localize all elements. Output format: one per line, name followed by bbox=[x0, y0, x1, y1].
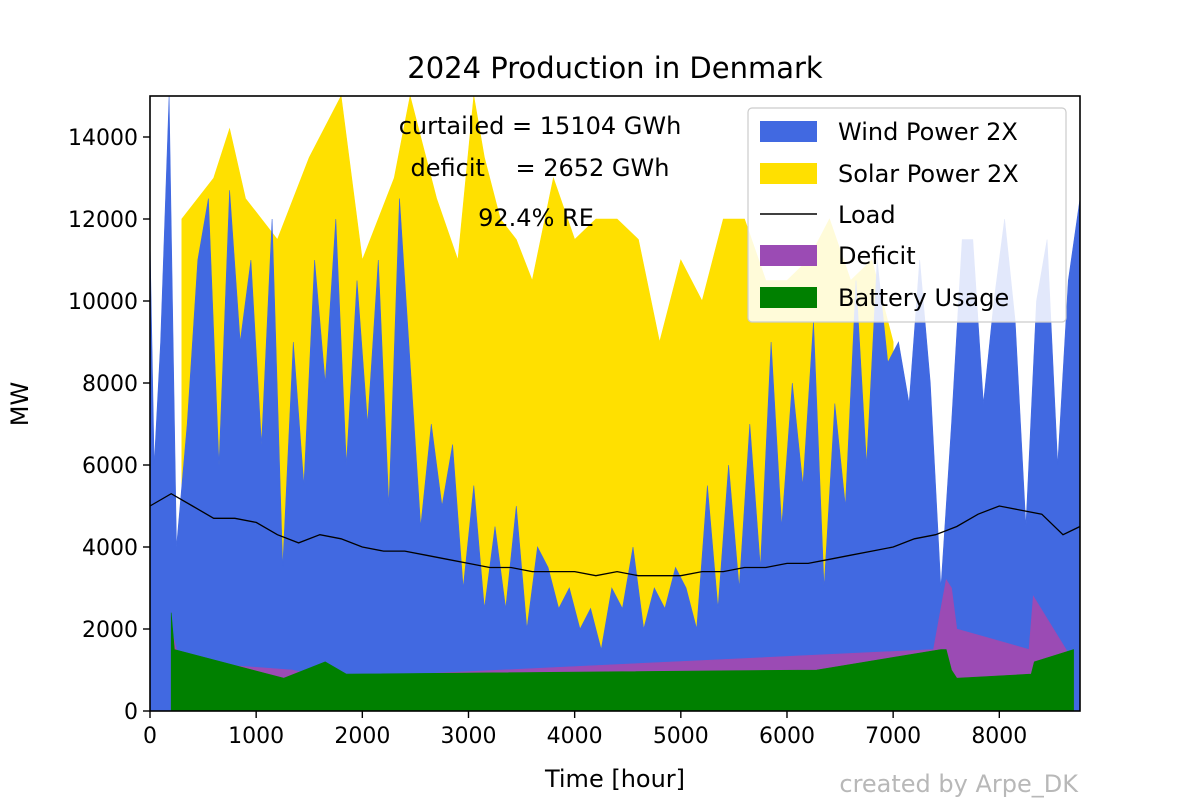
credit-text: created by Arpe_DK bbox=[839, 770, 1079, 798]
re-share-annotation: 92.4% RE bbox=[478, 204, 594, 232]
legend-label-wind: Wind Power 2X bbox=[838, 118, 1018, 146]
x-tick-label: 7000 bbox=[865, 724, 921, 749]
y-tick-label: 2000 bbox=[82, 618, 138, 643]
legend-label-deficit: Deficit bbox=[838, 242, 916, 270]
y-tick-label: 6000 bbox=[82, 454, 138, 479]
y-tick-label: 10000 bbox=[68, 290, 138, 315]
chart-title: 2024 Production in Denmark bbox=[407, 51, 823, 85]
x-tick-label: 6000 bbox=[759, 724, 815, 749]
y-tick-label: 0 bbox=[124, 700, 138, 725]
plot-frame bbox=[149, 95, 1081, 712]
x-tick-label: 1000 bbox=[228, 724, 284, 749]
curtailed-annotation: curtailed = 15104 GWh bbox=[399, 112, 682, 140]
y-tick-label: 8000 bbox=[82, 372, 138, 397]
x-tick-label: 4000 bbox=[547, 724, 603, 749]
legend-swatch-battery bbox=[760, 287, 817, 308]
legend-label-solar: Solar Power 2X bbox=[838, 160, 1019, 188]
x-tick-label: 8000 bbox=[971, 724, 1027, 749]
x-tick-label: 0 bbox=[143, 724, 157, 749]
series-load bbox=[149, 492, 1081, 577]
x-tick-label: 5000 bbox=[653, 724, 709, 749]
legend: Wind Power 2X Solar Power 2X Load Defici… bbox=[747, 107, 1067, 323]
deficit-annotation: deficit = 2652 GWh bbox=[411, 154, 670, 182]
legend-label-battery: Battery Usage bbox=[838, 284, 1009, 312]
x-tick-label: 2000 bbox=[334, 724, 390, 749]
legend-swatch-wind bbox=[760, 121, 817, 142]
series-layer bbox=[149, 95, 1081, 712]
legend-label-load: Load bbox=[838, 201, 896, 229]
y-tick-label: 12000 bbox=[68, 208, 138, 233]
y-axis: 0 2000 4000 6000 8000 10000 12000 14000 bbox=[68, 126, 150, 725]
x-axis-label: Time [hour] bbox=[544, 765, 685, 793]
series-wind-power-2x bbox=[149, 95, 1081, 712]
y-tick-label: 14000 bbox=[68, 126, 138, 151]
y-axis-label: MW bbox=[6, 382, 34, 426]
legend-swatch-deficit bbox=[760, 245, 817, 266]
x-tick-label: 3000 bbox=[440, 724, 496, 749]
legend-swatch-solar bbox=[760, 163, 817, 184]
x-axis: 0 1000 2000 3000 4000 5000 6000 7000 8000 bbox=[143, 711, 1027, 749]
series-battery-usage bbox=[170, 612, 1074, 712]
legend-box bbox=[747, 107, 1067, 323]
y-tick-label: 4000 bbox=[82, 536, 138, 561]
